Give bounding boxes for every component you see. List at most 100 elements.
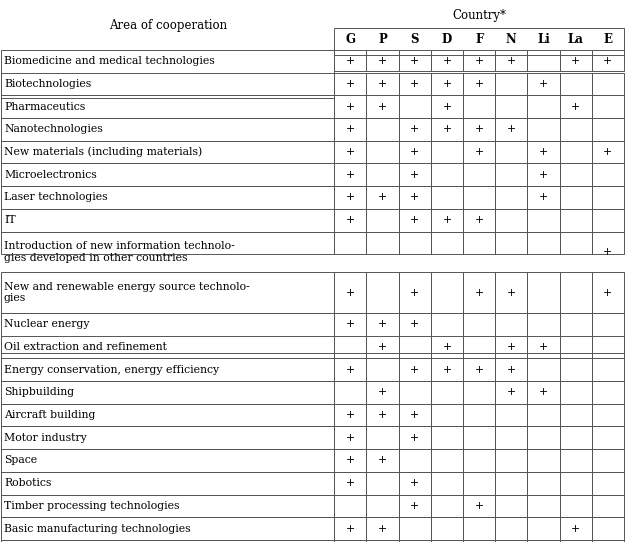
Text: +: + bbox=[346, 56, 355, 66]
Bar bbox=[463, 186, 495, 209]
Bar bbox=[334, 313, 366, 353]
Bar bbox=[366, 404, 399, 427]
Bar bbox=[495, 494, 528, 517]
Text: New and renewable energy source technolo-
gies: New and renewable energy source technolo… bbox=[4, 282, 250, 304]
Text: N: N bbox=[506, 33, 517, 46]
Bar bbox=[366, 163, 399, 186]
Bar bbox=[431, 272, 463, 313]
Bar bbox=[592, 540, 624, 542]
Text: Country*: Country* bbox=[452, 9, 506, 22]
Bar bbox=[528, 95, 559, 118]
Bar bbox=[495, 95, 528, 118]
Bar bbox=[1, 186, 334, 209]
Bar bbox=[399, 472, 431, 494]
Text: Oil extraction and refinement: Oil extraction and refinement bbox=[4, 342, 167, 352]
Bar bbox=[463, 231, 495, 254]
Bar bbox=[366, 449, 399, 472]
Text: +: + bbox=[474, 147, 484, 157]
Text: +: + bbox=[603, 147, 612, 157]
Text: +: + bbox=[442, 365, 451, 375]
Text: Pharmaceutics: Pharmaceutics bbox=[4, 101, 85, 112]
Bar bbox=[366, 118, 399, 141]
Bar bbox=[431, 118, 463, 141]
Text: Robotics: Robotics bbox=[4, 478, 51, 488]
Bar bbox=[1, 95, 334, 118]
Bar bbox=[463, 381, 495, 404]
Bar bbox=[528, 73, 559, 95]
Bar bbox=[559, 358, 592, 381]
Bar bbox=[592, 95, 624, 118]
Text: +: + bbox=[442, 79, 451, 89]
Bar bbox=[559, 404, 592, 427]
Bar bbox=[366, 50, 399, 72]
Bar bbox=[334, 50, 366, 72]
Text: +: + bbox=[507, 124, 516, 134]
Text: +: + bbox=[410, 410, 419, 420]
Text: E: E bbox=[603, 33, 612, 46]
Text: +: + bbox=[507, 287, 516, 298]
Bar bbox=[528, 381, 559, 404]
Bar bbox=[528, 427, 559, 449]
Bar bbox=[495, 313, 528, 353]
Bar bbox=[528, 540, 559, 542]
Bar bbox=[592, 272, 624, 313]
Text: +: + bbox=[410, 192, 419, 203]
Text: Timber processing technologies: Timber processing technologies bbox=[4, 501, 179, 511]
Bar bbox=[559, 272, 592, 313]
Bar bbox=[431, 313, 463, 353]
Text: +: + bbox=[410, 365, 419, 375]
Bar bbox=[1, 494, 334, 517]
Bar bbox=[431, 358, 463, 381]
Bar bbox=[495, 540, 528, 542]
Bar bbox=[528, 313, 559, 353]
Text: Shipbuilding: Shipbuilding bbox=[4, 388, 74, 397]
Text: +: + bbox=[507, 56, 516, 66]
Bar bbox=[463, 335, 495, 358]
Bar bbox=[399, 231, 431, 254]
Text: +: + bbox=[474, 501, 484, 511]
Bar bbox=[559, 335, 592, 358]
Bar bbox=[592, 209, 624, 231]
Text: +: + bbox=[346, 192, 355, 203]
Text: +: + bbox=[410, 147, 419, 157]
Bar bbox=[592, 50, 624, 72]
Text: +: + bbox=[571, 56, 580, 66]
Bar bbox=[1, 404, 334, 427]
Bar bbox=[592, 494, 624, 517]
Bar bbox=[528, 517, 559, 540]
Text: Li: Li bbox=[537, 33, 550, 46]
Bar bbox=[431, 381, 463, 404]
Bar bbox=[1, 427, 334, 449]
Bar bbox=[399, 381, 431, 404]
Bar bbox=[366, 141, 399, 163]
Bar bbox=[399, 118, 431, 141]
Bar bbox=[463, 517, 495, 540]
Bar bbox=[1, 141, 334, 163]
Bar bbox=[366, 358, 399, 381]
Text: +: + bbox=[603, 56, 612, 66]
Text: +: + bbox=[442, 215, 451, 225]
Bar bbox=[366, 95, 399, 118]
Text: Energy conservation, energy efficiency: Energy conservation, energy efficiency bbox=[4, 365, 219, 375]
Bar bbox=[1, 472, 334, 494]
Bar bbox=[334, 95, 366, 118]
Bar bbox=[1, 272, 334, 313]
Bar bbox=[495, 141, 528, 163]
Bar bbox=[559, 540, 592, 542]
Bar bbox=[399, 50, 431, 72]
Bar bbox=[366, 335, 399, 358]
Bar bbox=[495, 381, 528, 404]
Bar bbox=[366, 427, 399, 449]
Bar bbox=[1, 335, 334, 358]
Bar bbox=[366, 272, 399, 313]
Text: +: + bbox=[507, 388, 516, 397]
Text: IT: IT bbox=[4, 215, 16, 225]
Bar bbox=[399, 449, 431, 472]
Text: +: + bbox=[410, 56, 419, 66]
Bar bbox=[366, 73, 399, 95]
Text: Nanotechnologies: Nanotechnologies bbox=[4, 124, 102, 134]
Bar bbox=[559, 141, 592, 163]
Bar bbox=[559, 118, 592, 141]
Bar bbox=[463, 141, 495, 163]
Bar bbox=[1, 209, 334, 231]
